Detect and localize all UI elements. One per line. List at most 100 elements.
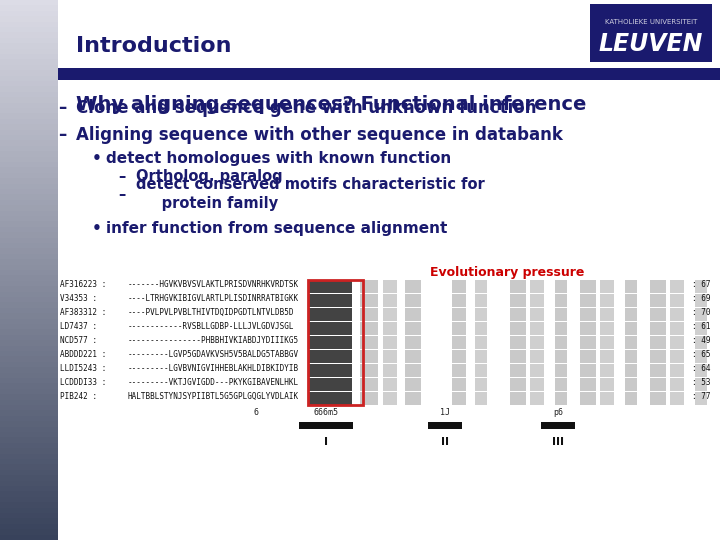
Bar bbox=[650, 378, 666, 391]
Bar bbox=[0, 92, 58, 98]
Text: : 61: : 61 bbox=[692, 322, 711, 331]
Bar bbox=[0, 491, 58, 498]
Bar bbox=[530, 336, 544, 349]
Bar bbox=[0, 227, 58, 233]
Bar bbox=[510, 336, 526, 349]
Bar bbox=[580, 350, 596, 363]
Bar bbox=[0, 113, 58, 120]
Bar bbox=[405, 364, 421, 377]
Bar bbox=[383, 350, 397, 363]
Bar bbox=[0, 459, 58, 465]
Bar bbox=[0, 178, 58, 185]
Bar bbox=[650, 350, 666, 363]
Bar bbox=[0, 329, 58, 336]
Bar bbox=[475, 336, 487, 349]
Bar bbox=[695, 308, 707, 321]
Bar bbox=[600, 364, 614, 377]
Bar bbox=[590, 4, 712, 62]
Bar bbox=[0, 400, 58, 406]
Bar bbox=[0, 38, 58, 44]
Bar bbox=[452, 364, 466, 377]
Bar bbox=[580, 308, 596, 321]
Bar bbox=[0, 410, 58, 417]
Bar bbox=[580, 392, 596, 405]
Bar bbox=[0, 373, 58, 379]
Bar bbox=[405, 294, 421, 307]
Text: : 49: : 49 bbox=[692, 336, 711, 345]
Bar bbox=[670, 392, 684, 405]
Text: LD7437 :: LD7437 : bbox=[60, 322, 97, 331]
Bar bbox=[530, 364, 544, 377]
Bar bbox=[300, 422, 354, 429]
Bar bbox=[0, 286, 58, 293]
Text: •: • bbox=[92, 151, 102, 165]
Bar bbox=[510, 308, 526, 321]
Bar bbox=[650, 308, 666, 321]
Text: : 67: : 67 bbox=[692, 280, 711, 289]
Text: : 64: : 64 bbox=[692, 364, 711, 373]
Bar bbox=[428, 422, 462, 429]
Text: 1J: 1J bbox=[440, 408, 450, 417]
Bar bbox=[510, 350, 526, 363]
Bar bbox=[555, 280, 567, 293]
Bar bbox=[600, 336, 614, 349]
Bar bbox=[475, 294, 487, 307]
Text: : 77: : 77 bbox=[692, 392, 711, 401]
Bar bbox=[308, 280, 363, 405]
Bar bbox=[0, 254, 58, 260]
Text: ------------RVSBLLGDBP-LLLJVLGDVJSGL: ------------RVSBLLGDBP-LLLJVLGDVJSGL bbox=[128, 322, 294, 331]
Bar bbox=[555, 308, 567, 321]
Bar bbox=[308, 392, 352, 405]
Text: PIB242 :: PIB242 : bbox=[60, 392, 97, 401]
Bar bbox=[530, 392, 544, 405]
Bar bbox=[360, 322, 378, 335]
Bar bbox=[541, 422, 575, 429]
Bar bbox=[0, 308, 58, 314]
Text: •: • bbox=[92, 220, 102, 235]
Bar bbox=[308, 294, 352, 307]
Bar bbox=[0, 367, 58, 374]
Bar bbox=[0, 0, 58, 6]
Bar bbox=[0, 313, 58, 320]
Bar bbox=[0, 335, 58, 341]
Bar bbox=[475, 364, 487, 377]
Text: Ortholog, paralog: Ortholog, paralog bbox=[136, 168, 283, 184]
Bar bbox=[695, 364, 707, 377]
Bar bbox=[695, 280, 707, 293]
Bar bbox=[0, 189, 58, 195]
Bar bbox=[0, 157, 58, 163]
Bar bbox=[0, 464, 58, 471]
Bar bbox=[510, 364, 526, 377]
Bar bbox=[0, 167, 58, 174]
Bar bbox=[308, 350, 352, 363]
Bar bbox=[530, 350, 544, 363]
Bar bbox=[405, 392, 421, 405]
Bar bbox=[0, 22, 58, 28]
Bar bbox=[670, 294, 684, 307]
Bar bbox=[695, 392, 707, 405]
Bar bbox=[475, 350, 487, 363]
Bar bbox=[0, 59, 58, 66]
Bar bbox=[452, 378, 466, 391]
Text: Aligning sequence with other sequence in databank: Aligning sequence with other sequence in… bbox=[76, 126, 563, 144]
Text: 6: 6 bbox=[253, 408, 258, 417]
Bar bbox=[308, 378, 352, 391]
Bar bbox=[308, 336, 352, 349]
Bar bbox=[452, 336, 466, 349]
Bar bbox=[383, 378, 397, 391]
Bar bbox=[600, 378, 614, 391]
Bar bbox=[0, 475, 58, 482]
Bar bbox=[580, 336, 596, 349]
Bar bbox=[405, 308, 421, 321]
Bar bbox=[0, 421, 58, 428]
Text: AF316223 :: AF316223 : bbox=[60, 280, 107, 289]
Bar bbox=[308, 322, 352, 335]
Bar bbox=[0, 383, 58, 390]
Bar bbox=[383, 392, 397, 405]
Bar bbox=[530, 294, 544, 307]
Bar bbox=[0, 135, 58, 141]
Bar bbox=[530, 322, 544, 335]
Bar bbox=[360, 364, 378, 377]
Bar bbox=[600, 308, 614, 321]
Bar bbox=[695, 378, 707, 391]
